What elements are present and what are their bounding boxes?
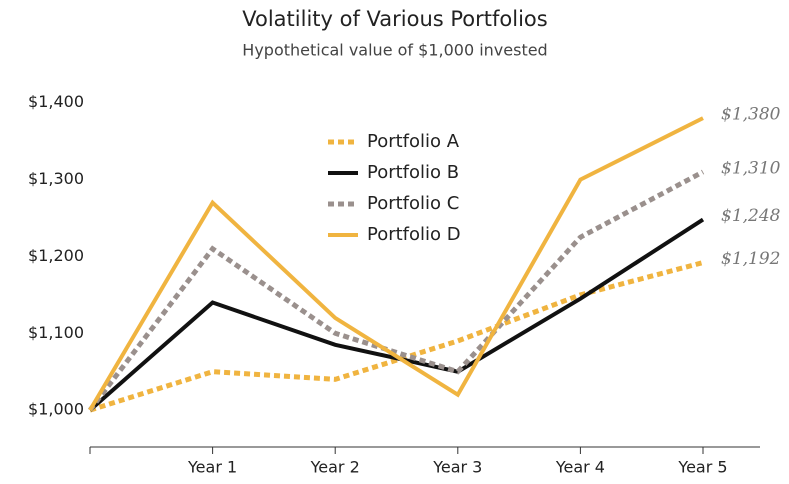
series-line bbox=[89, 260, 704, 413]
x-tick-label: Year 5 bbox=[677, 458, 727, 477]
data-label: $1,310 bbox=[721, 158, 781, 178]
data-label: $1,248 bbox=[721, 206, 781, 226]
legend-label: Portfolio D bbox=[367, 224, 461, 245]
y-tick-label: $1,300 bbox=[28, 169, 84, 188]
data-label: $1,192 bbox=[721, 249, 780, 269]
legend-label: Portfolio A bbox=[367, 131, 460, 152]
y-tick-label: $1,200 bbox=[28, 246, 84, 265]
x-tick-label: Year 2 bbox=[310, 458, 360, 477]
y-tick-label: $1,100 bbox=[28, 323, 84, 342]
legend-label: Portfolio C bbox=[367, 193, 459, 214]
series-line bbox=[88, 169, 705, 412]
x-tick-label: Year 1 bbox=[187, 458, 237, 477]
x-tick-label: Year 4 bbox=[555, 458, 605, 477]
legend-label: Portfolio B bbox=[367, 162, 459, 183]
chart-subtitle: Hypothetical value of $1,000 invested bbox=[242, 41, 547, 60]
x-tick-label: Year 3 bbox=[432, 458, 482, 477]
series-line bbox=[88, 217, 705, 412]
series-line bbox=[88, 116, 704, 412]
y-tick-label: $1,400 bbox=[28, 92, 84, 111]
chart-title: Volatility of Various Portfolios bbox=[242, 7, 547, 31]
data-label: $1,380 bbox=[721, 105, 781, 125]
y-tick-label: $1,000 bbox=[28, 400, 84, 419]
